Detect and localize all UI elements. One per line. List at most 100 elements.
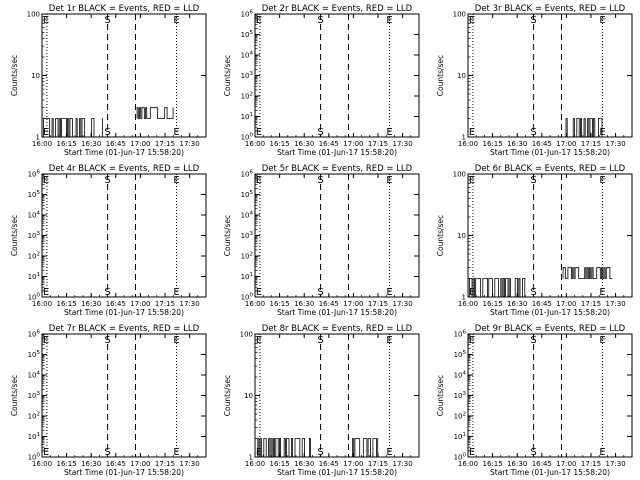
- left-edge-marker-label: E: [469, 15, 475, 26]
- x-tick-label: 17:30: [606, 460, 626, 468]
- x-tick-label: 17:00: [130, 140, 150, 148]
- x-tick-label: 17:15: [368, 460, 388, 468]
- events-series-segment: [350, 438, 379, 458]
- start-marker-label: S: [104, 287, 110, 298]
- x-tick-label: 16:30: [81, 300, 101, 308]
- panel-det-9r: Det 9r BLACK = Events, RED = LLD 16:00 16:…: [436, 324, 633, 477]
- left-edge-marker-label: E: [43, 15, 49, 26]
- start-marker-label: S: [530, 287, 536, 298]
- left-edge-marker-label: E: [256, 175, 262, 186]
- left-edge-marker-label: E: [469, 127, 475, 138]
- x-tick-label: 16:45: [106, 460, 126, 468]
- y-tick-label: 101: [28, 432, 40, 441]
- y-tick-label: 106: [28, 170, 41, 179]
- end-marker-label: E: [599, 175, 605, 186]
- x-tick-label: 16:30: [81, 460, 101, 468]
- y-tick-label: 104: [28, 211, 41, 220]
- y-tick-label: 104: [28, 371, 41, 380]
- y-tick-label: 100: [28, 453, 41, 462]
- events-series-segment: [136, 107, 174, 119]
- events-series-segment: [256, 438, 313, 458]
- x-tick-label: 17:15: [581, 140, 601, 148]
- y-tick-label: 103: [28, 231, 41, 240]
- x-axis-label: Start Time (01-Jun-17 15:58:20): [490, 468, 610, 477]
- x-tick-label: 16:45: [532, 140, 552, 148]
- x-axis-label: Start Time (01-Jun-17 15:58:20): [490, 148, 610, 157]
- y-tick-label: 100: [240, 331, 253, 339]
- y-tick-label: 105: [241, 190, 254, 199]
- y-tick-label: 10: [31, 72, 40, 80]
- events-series-segment: [43, 118, 103, 138]
- y-tick-label: 101: [28, 272, 40, 281]
- panel-det-5r: Det 5r BLACK = Events, RED = LLD 16:00 16:…: [223, 164, 420, 317]
- panel-title: Det 6r BLACK = Events, RED = LLD: [475, 164, 626, 174]
- x-axis-label: Start Time (01-Jun-17 15:58:20): [277, 468, 397, 477]
- x-axis-label: Start Time (01-Jun-17 15:58:20): [490, 308, 610, 317]
- end-marker-label: E: [386, 335, 392, 346]
- x-tick-label: 16:15: [57, 460, 77, 468]
- start-marker-label: S: [104, 175, 110, 186]
- panel-title: Det 1r BLACK = Events, RED = LLD: [49, 4, 200, 14]
- events-series-segment: [564, 118, 603, 138]
- y-tick-label: 100: [453, 11, 466, 19]
- panel-det-6r: Det 6r BLACK = Events, RED = LLD 16:00 16:…: [436, 164, 633, 317]
- panel-title: Det 2r BLACK = Events, RED = LLD: [262, 4, 413, 14]
- y-tick-label: 101: [454, 432, 466, 441]
- x-tick-label: 17:00: [130, 460, 150, 468]
- x-tick-label: 16:45: [106, 140, 126, 148]
- x-tick-label: 16:45: [532, 300, 552, 308]
- x-axis-label: Start Time (01-Jun-17 15:58:20): [64, 308, 184, 317]
- y-tick-label: 10: [457, 232, 466, 240]
- y-tick-label: 101: [241, 272, 253, 281]
- panel-title: Det 9r BLACK = Events, RED = LLD: [475, 324, 626, 334]
- start-marker-label: S: [104, 335, 110, 346]
- x-tick-label: 17:30: [393, 300, 413, 308]
- y-tick-label: 100: [28, 293, 41, 302]
- x-tick-label: 17:00: [130, 300, 150, 308]
- start-marker-label: S: [317, 127, 323, 138]
- y-tick-label: 105: [454, 350, 467, 359]
- x-tick-label: 16:30: [294, 300, 314, 308]
- x-axis-label: Start Time (01-Jun-17 15:58:20): [277, 308, 397, 317]
- x-tick-label: 17:30: [606, 300, 626, 308]
- x-axis-label: Start Time (01-Jun-17 15:58:20): [277, 148, 397, 157]
- start-marker-label: S: [104, 447, 110, 458]
- start-marker-label: S: [530, 127, 536, 138]
- panel-det-4r: Det 4r BLACK = Events, RED = LLD 16:00 16:…: [10, 164, 207, 317]
- left-edge-marker-label: E: [43, 175, 49, 186]
- x-tick-label: 17:00: [556, 460, 576, 468]
- start-marker-label: S: [530, 175, 536, 186]
- x-tick-label: 17:15: [368, 300, 388, 308]
- end-marker-label: E: [599, 15, 605, 26]
- left-edge-marker-label: E: [43, 335, 49, 346]
- events-series-segment: [562, 267, 613, 279]
- y-tick-label: 105: [28, 350, 41, 359]
- panel-title: Det 8r BLACK = Events, RED = LLD: [262, 324, 413, 334]
- x-tick-label: 16:00: [245, 460, 265, 468]
- x-tick-label: 17:30: [180, 140, 200, 148]
- x-tick-label: 17:00: [343, 140, 363, 148]
- left-edge-marker-label: E: [43, 127, 49, 138]
- y-tick-label: 100: [454, 453, 467, 462]
- y-tick-label: 100: [453, 171, 466, 179]
- panel-det-8r: Det 8r BLACK = Events, RED = LLD 16:00 16:…: [223, 324, 420, 477]
- x-tick-label: 16:30: [507, 460, 527, 468]
- y-tick-label: 104: [241, 51, 254, 60]
- y-tick-label: 103: [241, 231, 254, 240]
- y-axis-label: Counts/sec: [223, 375, 232, 416]
- end-marker-label: E: [386, 447, 392, 458]
- end-marker-label: E: [173, 287, 179, 298]
- x-tick-label: 16:00: [32, 300, 52, 308]
- y-tick-label: 106: [241, 170, 254, 179]
- y-axis-label: Counts/sec: [10, 215, 19, 256]
- start-marker-label: S: [317, 175, 323, 186]
- start-marker-label: S: [317, 335, 323, 346]
- start-marker-label: S: [530, 447, 536, 458]
- y-tick-label: 100: [241, 133, 254, 142]
- end-marker-label: E: [599, 127, 605, 138]
- start-marker-label: S: [317, 447, 323, 458]
- y-tick-label: 101: [241, 112, 253, 121]
- left-edge-marker-label: E: [43, 447, 49, 458]
- panel-det-2r: Det 2r BLACK = Events, RED = LLD 16:00 16:…: [223, 4, 420, 157]
